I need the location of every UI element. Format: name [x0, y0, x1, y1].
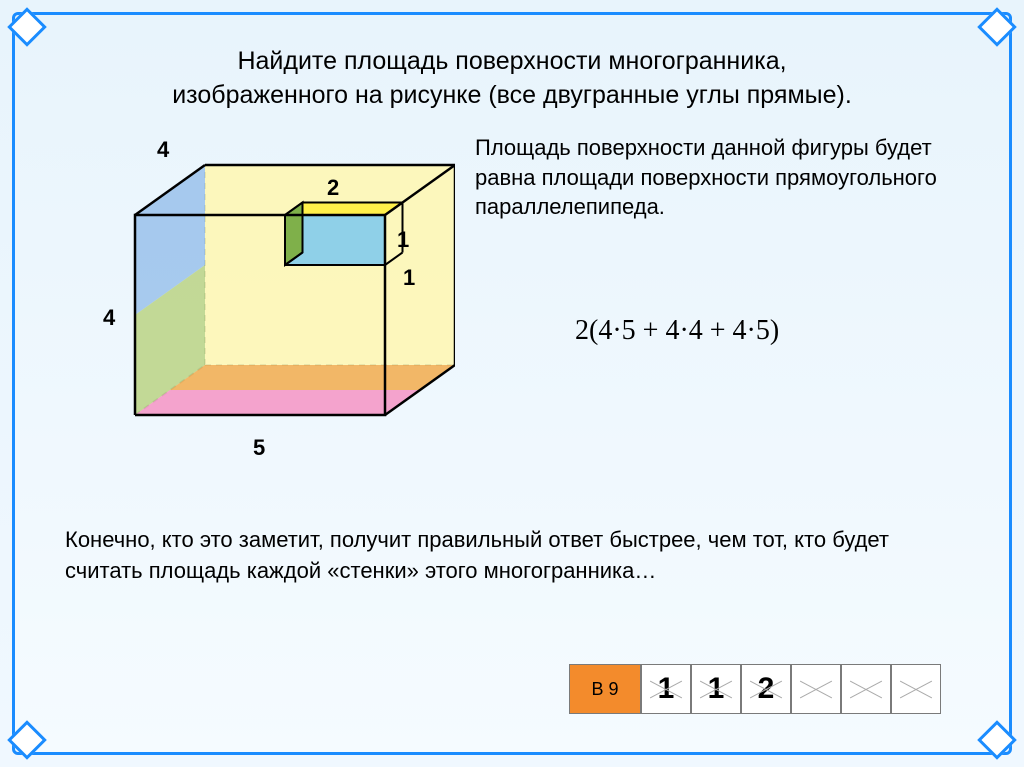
label-notch-depth: 1 [403, 265, 415, 291]
answer-digit-cell: 1 [641, 664, 691, 714]
title-line-2: изображенного на рисунке (все двугранные… [172, 81, 852, 109]
answer-blank-cell [841, 664, 891, 714]
polyhedron-diagram: 4 2 1 1 4 5 [75, 135, 455, 495]
title-line-1: Найдите площадь поверхности многогранник… [237, 47, 786, 75]
formula-text: 2(4·5 + 4·4 + 4·5) [575, 315, 779, 347]
answer-blank-cell [791, 664, 841, 714]
label-notch-height: 1 [397, 227, 409, 253]
answer-digit-cell: 2 [741, 664, 791, 714]
explanation-text: Площадь поверхности данной фигуры будет … [475, 133, 969, 222]
answer-grid: В 9 1 1 2 [569, 664, 941, 714]
slide-frame: Найдите площадь поверхности многогранник… [12, 12, 1012, 755]
task-number-cell: В 9 [569, 664, 641, 714]
label-notch-width: 2 [327, 175, 339, 201]
problem-title: Найдите площадь поверхности многогранник… [55, 45, 969, 113]
label-width: 5 [253, 435, 265, 461]
corner-decoration [977, 7, 1017, 47]
hint-note: Конечно, кто это заметит, получит правил… [65, 525, 959, 587]
corner-decoration [7, 7, 47, 47]
label-depth: 4 [157, 137, 169, 163]
answer-blank-cell [891, 664, 941, 714]
answer-digit-cell: 1 [691, 664, 741, 714]
corner-decoration [977, 720, 1017, 760]
label-height: 4 [103, 305, 115, 331]
corner-decoration [7, 720, 47, 760]
